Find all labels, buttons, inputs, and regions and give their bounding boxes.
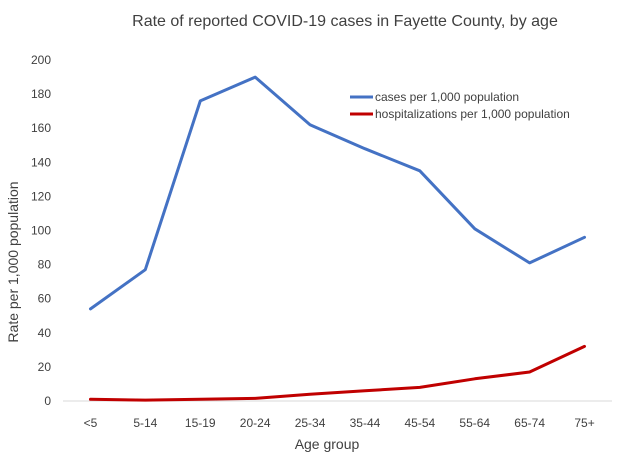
y-axis-title: Rate per 1,000 population (5, 181, 21, 342)
series-lines (89, 75, 586, 402)
legend-label: hospitalizations per 1,000 population (375, 107, 570, 121)
x-tick-label: 35-44 (350, 416, 381, 430)
y-tick-label: 60 (38, 292, 52, 306)
y-tick-label: 160 (31, 121, 51, 135)
y-tick-label: 0 (44, 394, 51, 408)
series-line (89, 75, 586, 311)
x-tick-label: 55-64 (459, 416, 490, 430)
y-tick-label: 200 (31, 53, 51, 67)
y-axis-tick-labels: 0 20 40 60 80 100 120 140 160 180 200 (31, 53, 51, 408)
y-tick-label: 180 (31, 87, 51, 101)
y-tick-label: 80 (38, 258, 52, 272)
y-tick-label: 140 (31, 155, 51, 169)
legend: cases per 1,000 population hospitalizatio… (350, 90, 570, 121)
x-tick-label: <5 (84, 416, 98, 430)
series-line (89, 344, 586, 402)
x-tick-label: 25-34 (295, 416, 326, 430)
y-tick-label: 120 (31, 189, 51, 203)
y-tick-label: 100 (31, 224, 51, 238)
x-tick-label: 45-54 (404, 416, 435, 430)
y-tick-label: 20 (38, 360, 52, 374)
legend-label: cases per 1,000 population (375, 90, 519, 104)
y-tick-label: 40 (38, 326, 52, 340)
x-tick-label: 75+ (574, 416, 594, 430)
x-tick-label: 5-14 (133, 416, 157, 430)
x-tick-label: 20-24 (240, 416, 271, 430)
x-axis-title: Age group (295, 436, 360, 452)
x-axis-tick-labels: <5 5-14 15-19 20-24 25-34 35-44 45-54 55-64 65-7… (84, 416, 595, 430)
x-tick-label: 65-74 (514, 416, 545, 430)
x-tick-label: 15-19 (185, 416, 216, 430)
chart-title: Rate of reported COVID-19 cases in Fayet… (132, 13, 558, 30)
